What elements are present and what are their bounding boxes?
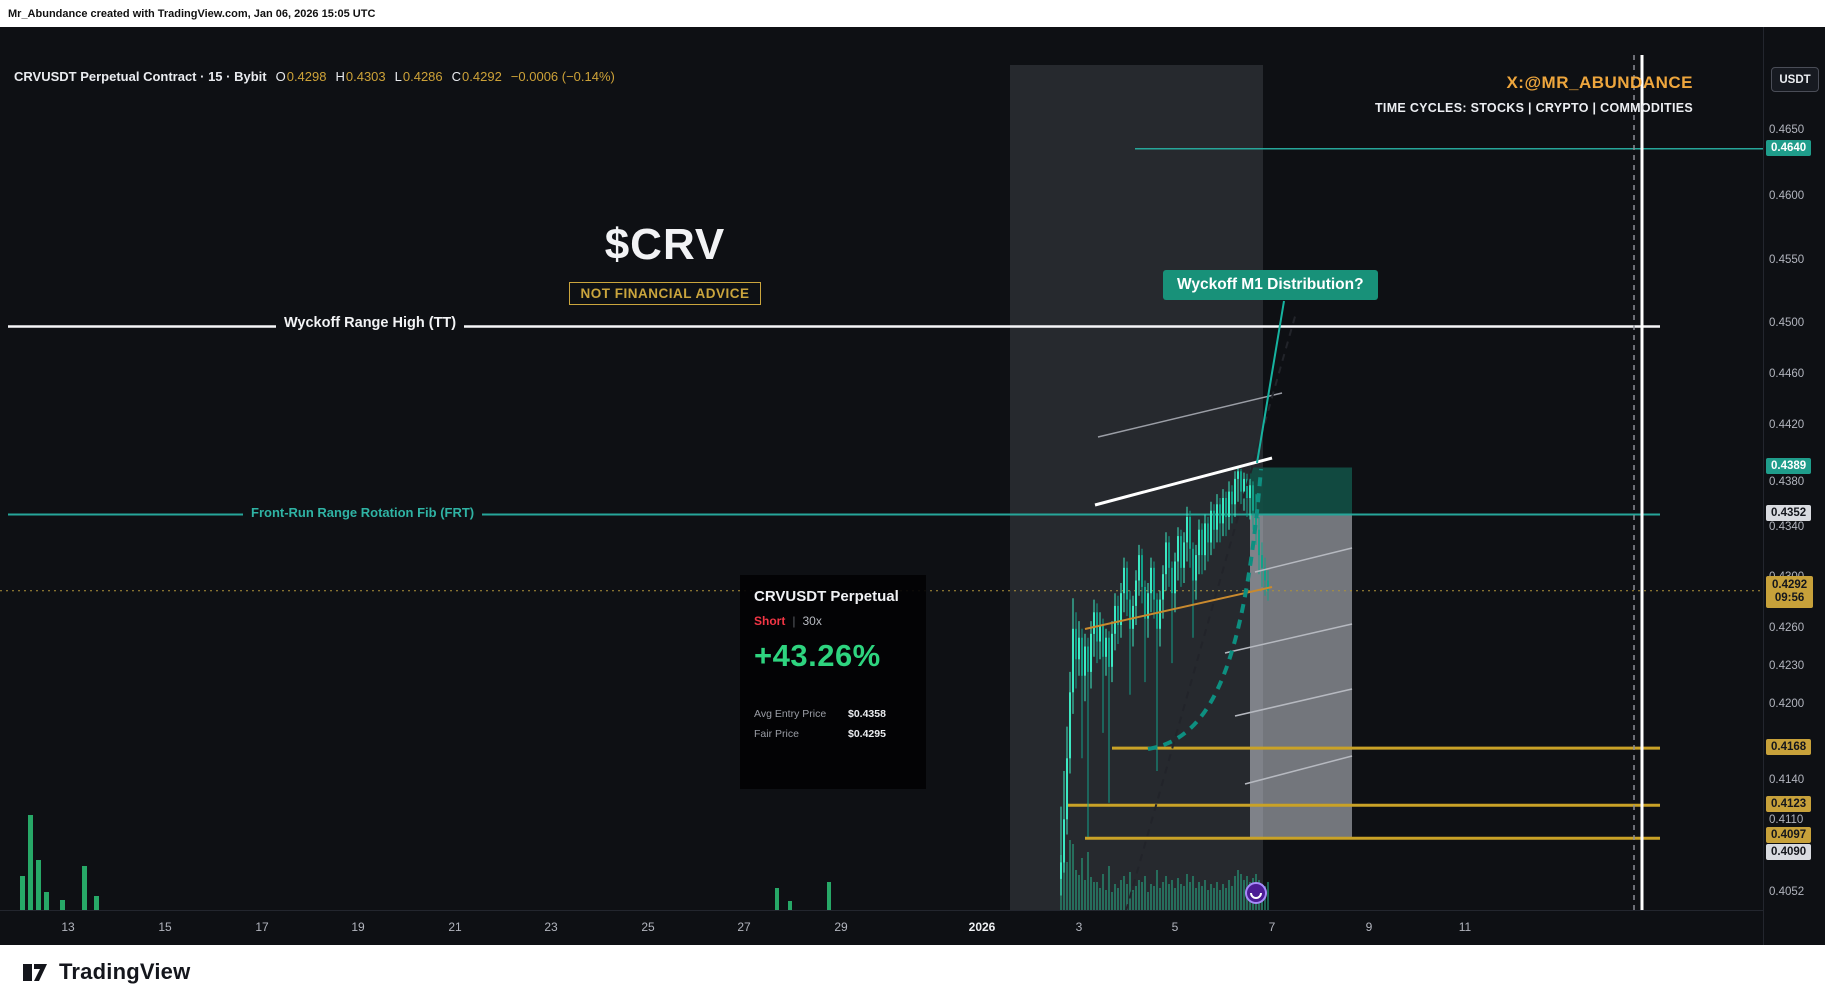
price-tick-label: 0.4550 <box>1769 254 1805 266</box>
time-tick-label: 25 <box>641 920 655 934</box>
highlight-boxes <box>1010 65 1352 910</box>
time-tick-label: 3 <box>1075 920 1083 934</box>
position-leverage: 30x <box>802 614 822 628</box>
price-axis[interactable]: USDT 0.4650 0.4640 0.4600 0.4550 0.4500 0.446… <box>1763 27 1825 945</box>
time-tick-label: 29 <box>834 920 848 934</box>
price-change: −0.0006 (−0.14%) <box>510 69 615 84</box>
trend-lines <box>1084 300 1353 910</box>
price-tick-label: 0.4500 <box>1769 317 1805 329</box>
range-high-label[interactable]: Wyckoff Range High (TT) <box>276 315 465 331</box>
price-line-badge: 0.4640 <box>1766 140 1812 156</box>
ohlc-close: C 0.4292 <box>451 69 502 84</box>
tradingview-logo-icon <box>23 963 47 981</box>
price-tick-label: 0.4200 <box>1769 698 1805 710</box>
time-tick-label: 2026 <box>968 920 996 934</box>
avg-entry-row: Avg Entry Price $0.4358 <box>754 708 886 720</box>
price-tick-label: 0.4340 <box>1769 521 1805 533</box>
candlesticks <box>1060 467 1269 896</box>
price-tick-label: 0.4140 <box>1769 774 1805 786</box>
price-tick-label: 0.4230 <box>1769 660 1805 672</box>
position-pnl: +43.26% <box>754 638 881 673</box>
vertical-lines <box>1633 55 1644 910</box>
ohlc-low: L 0.4286 <box>394 69 443 84</box>
separator: | <box>792 614 796 628</box>
time-tick-label: 19 <box>351 920 365 934</box>
fair-price-row: Fair Price $0.4295 <box>754 728 886 740</box>
parabolic-curve <box>1147 468 1263 751</box>
position-details: Avg Entry Price $0.4358 Fair Price $0.42… <box>754 708 912 740</box>
time-tick-label: 27 <box>737 920 751 934</box>
time-tick-label: 17 <box>255 920 269 934</box>
position-side-row: Short | 30x <box>754 614 912 628</box>
chart-logo-badge <box>1245 882 1267 904</box>
price-tick-label: 0.4260 <box>1769 622 1805 634</box>
frt-label[interactable]: Front-Run Range Rotation Fib (FRT) <box>243 505 483 520</box>
price-tick-label: 0.4110 <box>1769 814 1804 826</box>
symbol-title: CRVUSDT Perpetual Contract · 15 · Bybit <box>14 69 267 84</box>
time-tick-label: 23 <box>544 920 558 934</box>
tradingview-link[interactable]: TradingView <box>20 959 190 986</box>
author-watermark: X:@MR_ABUNDANCE TIME CYCLES: STOCKS | CR… <box>1375 73 1693 115</box>
position-side: Short <box>754 614 786 628</box>
price-tick-label: 0.4420 <box>1769 419 1805 431</box>
price-level-badge: 0.4168 <box>1766 739 1812 755</box>
time-tick-label: 7 <box>1268 920 1276 934</box>
time-tick-label: 9 <box>1365 920 1373 934</box>
symbol-watermark-block: $CRV NOT FINANCIAL ADVICE <box>550 220 780 305</box>
price-level-badge: 0.4123 <box>1766 796 1812 812</box>
distribution-callout-badge[interactable]: Wyckoff M1 Distribution? <box>1163 270 1378 300</box>
chart-area: CRVUSDT Perpetual Contract · 15 · Bybit … <box>0 27 1825 945</box>
position-symbol: CRVUSDT Perpetual <box>754 588 899 605</box>
time-axis[interactable]: 13 15 17 19 21 23 25 27 29 2026 3 5 7 9 11 <box>0 910 1763 945</box>
chart-pane[interactable]: CRVUSDT Perpetual Contract · 15 · Bybit … <box>0 27 1763 910</box>
time-tick-label: 21 <box>448 920 462 934</box>
currency-toggle-button[interactable]: USDT <box>1771 67 1819 92</box>
price-tick-label: 0.4460 <box>1769 368 1805 380</box>
watermark-subtitle: TIME CYCLES: STOCKS | CRYPTO | COMMODITI… <box>1375 101 1693 115</box>
footer: TradingView <box>0 945 1825 999</box>
disclaimer-badge: NOT FINANCIAL ADVICE <box>569 282 761 305</box>
attribution-text: Mr_Abundance created with TradingView.co… <box>8 7 376 20</box>
price-tick-label: 0.4600 <box>1769 190 1805 202</box>
symbol-watermark: $CRV <box>604 220 726 269</box>
current-price-badge: 0.4292 09:56 <box>1766 576 1814 608</box>
ohlc-high: H 0.4303 <box>335 69 386 84</box>
time-tick-label: 13 <box>61 920 75 934</box>
watermark-handle: X:@MR_ABUNDANCE <box>1506 73 1693 92</box>
attribution-bar: Mr_Abundance created with TradingView.co… <box>0 0 1825 27</box>
ohlc-open: O 0.4298 <box>275 69 327 84</box>
time-tick-label: 11 <box>1458 920 1472 934</box>
price-tick-label: 0.4650 <box>1769 124 1805 136</box>
time-tick-label: 5 <box>1171 920 1179 934</box>
price-line-badge: 0.4389 <box>1766 458 1812 474</box>
price-tick-label: 0.4052 <box>1769 886 1805 898</box>
price-level-badge: 0.4097 <box>1766 827 1812 843</box>
price-level-badge: 0.4352 <box>1766 505 1812 521</box>
footer-brand: TradingView <box>59 959 191 984</box>
position-panel[interactable]: CRVUSDT Perpetual Short | 30x +43.26% Av… <box>740 575 926 789</box>
price-level-badge: 0.4090 <box>1766 844 1812 860</box>
price-tick-label: 0.4380 <box>1769 476 1805 488</box>
time-tick-label: 15 <box>158 920 172 934</box>
symbol-legend[interactable]: CRVUSDT Perpetual Contract · 15 · Bybit … <box>14 69 615 84</box>
